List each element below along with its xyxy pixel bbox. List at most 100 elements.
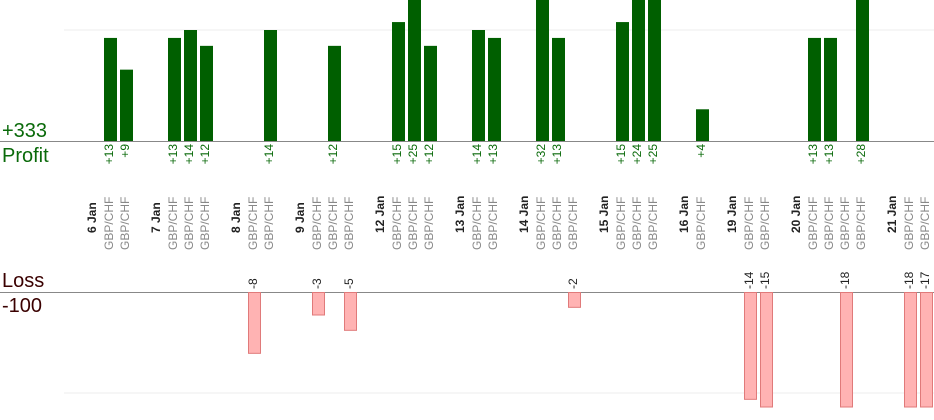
profit-bar <box>616 22 629 142</box>
profit-bar <box>104 37 117 141</box>
pair-label: GBP/CHF <box>246 197 260 250</box>
pair-label: GBP/CHF <box>486 197 500 250</box>
pair-label: GBP/CHF <box>422 197 436 250</box>
profit-value-label: +13 <box>806 144 820 165</box>
loss-value-label: -17 <box>918 271 932 289</box>
profit-value-label: +14 <box>470 144 484 165</box>
pair-label: GBP/CHF <box>806 197 820 250</box>
loss-bar <box>312 292 325 316</box>
date-label: 9 Jan <box>293 202 307 233</box>
profit-value-label: +12 <box>422 144 436 165</box>
date-label: 7 Jan <box>149 202 163 233</box>
loss-bar <box>344 292 357 331</box>
profit-bar <box>264 30 277 141</box>
profit-bar <box>408 0 421 141</box>
profit-bar <box>552 37 565 141</box>
loss-bar <box>760 292 773 408</box>
pair-label: GBP/CHF <box>838 197 852 250</box>
profit-value-label: +14 <box>182 144 196 165</box>
pair-label: GBP/CHF <box>534 197 548 250</box>
pair-label: GBP/CHF <box>614 197 628 250</box>
loss-value-label: -15 <box>758 271 772 289</box>
pair-label: GBP/CHF <box>310 197 324 250</box>
pair-label: GBP/CHF <box>646 197 660 250</box>
profit-value-label: +9 <box>118 144 132 158</box>
loss-bar <box>248 292 261 354</box>
pair-label: GBP/CHF <box>406 197 420 250</box>
loss-value-label: -8 <box>246 278 260 289</box>
profit-value-label: +4 <box>694 144 708 158</box>
date-label: 21 Jan <box>885 196 899 233</box>
profit-bar <box>328 45 341 141</box>
date-label: 20 Jan <box>789 196 803 233</box>
profit-bar <box>632 0 645 141</box>
date-label: 14 Jan <box>517 196 531 233</box>
pair-label: GBP/CHF <box>822 197 836 250</box>
profit-value-label: +13 <box>822 144 836 165</box>
loss-bar <box>840 292 853 408</box>
pair-label: GBP/CHF <box>918 197 932 250</box>
profit-value-label: +28 <box>854 144 868 165</box>
loss-value-label: -14 <box>742 271 756 289</box>
loss-value-label: -3 <box>310 278 324 289</box>
pair-label: GBP/CHF <box>342 197 356 250</box>
loss-value-label: -2 <box>566 278 580 289</box>
profit-bar <box>536 0 549 141</box>
profit-value-label: +15 <box>614 144 628 165</box>
profit-bar <box>424 45 437 141</box>
profit-bar <box>488 37 501 141</box>
profit-value-label: +25 <box>406 144 420 165</box>
date-label: 19 Jan <box>725 196 739 233</box>
pair-label: GBP/CHF <box>694 197 708 250</box>
loss-word-label: Loss <box>2 270 45 292</box>
pair-label: GBP/CHF <box>470 197 484 250</box>
pair-label: GBP/CHF <box>166 197 180 250</box>
pair-label: GBP/CHF <box>550 197 564 250</box>
profit-bar <box>184 30 197 141</box>
date-label: 8 Jan <box>229 202 243 233</box>
pair-label: GBP/CHF <box>566 197 580 250</box>
pair-label: GBP/CHF <box>758 197 772 250</box>
pair-label: GBP/CHF <box>198 197 212 250</box>
loss-bar <box>568 292 581 308</box>
profit-value-label: +13 <box>166 144 180 165</box>
profit-bar <box>168 37 181 141</box>
date-label: 12 Jan <box>373 196 387 233</box>
profit-bar <box>856 0 869 141</box>
loss-bar <box>744 292 757 400</box>
profit-bar <box>472 30 485 141</box>
date-label: 13 Jan <box>453 196 467 233</box>
date-label: 6 Jan <box>85 202 99 233</box>
profit-bar <box>808 37 821 141</box>
date-label: 15 Jan <box>597 196 611 233</box>
loss-value-label: -5 <box>342 278 356 289</box>
profit-bar <box>696 109 709 141</box>
profit-value-label: +14 <box>262 144 276 165</box>
pair-label: GBP/CHF <box>902 197 916 250</box>
pair-label: GBP/CHF <box>262 197 276 250</box>
profit-value-label: +12 <box>198 144 212 165</box>
profit-value-label: +13 <box>486 144 500 165</box>
pair-label: GBP/CHF <box>182 197 196 250</box>
pair-label: GBP/CHF <box>854 197 868 250</box>
profit-value-label: +13 <box>550 144 564 165</box>
profit-value-label: +32 <box>534 144 548 165</box>
pair-label: GBP/CHF <box>630 197 644 250</box>
profit-bar <box>200 45 213 141</box>
profit-bar <box>648 0 661 141</box>
profit-bar <box>120 69 133 141</box>
profit-value-label: +13 <box>102 144 116 165</box>
profit-word-label: Profit <box>2 145 49 167</box>
loss-value-label: -18 <box>838 271 852 289</box>
pair-label: GBP/CHF <box>326 197 340 250</box>
loss-total-label: -100 <box>2 295 43 317</box>
pair-label: GBP/CHF <box>390 197 404 250</box>
loss-bar <box>920 292 933 408</box>
profit-value-label: +15 <box>390 144 404 165</box>
profit-bar <box>824 37 837 141</box>
profit-bar <box>392 22 405 142</box>
profit-value-label: +25 <box>646 144 660 165</box>
pair-label: GBP/CHF <box>742 197 756 250</box>
pair-label: GBP/CHF <box>118 197 132 250</box>
